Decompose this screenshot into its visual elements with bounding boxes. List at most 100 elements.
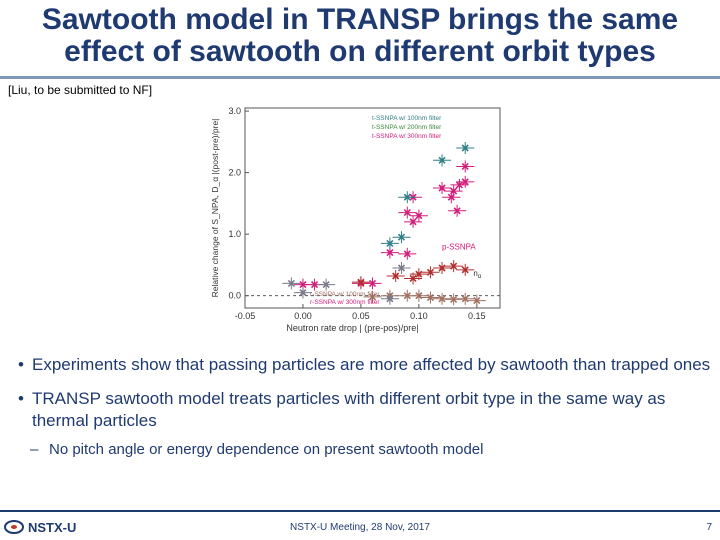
footer-divider <box>0 510 720 512</box>
point-marker <box>461 162 469 171</box>
data-point <box>398 206 417 219</box>
y-tick-label: 0.0 <box>228 291 241 301</box>
point-marker <box>409 218 417 226</box>
title-divider <box>0 76 720 79</box>
data-point <box>351 276 370 289</box>
y-axis-label: Relative change of S_NPA, D_α |(post-pre… <box>210 119 220 298</box>
chart-background <box>200 98 510 338</box>
legend-entry: t-SSNPA w/ 200nm filter <box>372 124 442 131</box>
data-point <box>398 289 417 302</box>
data-point <box>456 175 475 188</box>
logo-text: NSTX-U <box>28 519 77 535</box>
data-point <box>450 178 469 191</box>
point-marker <box>397 264 406 272</box>
data-point <box>380 237 399 250</box>
bullet-item: • TRANSP sawtooth model treats particles… <box>18 388 714 432</box>
chart-annotation: p-SSNPA <box>442 243 476 252</box>
point-marker <box>403 193 411 201</box>
point-marker <box>473 297 481 305</box>
point-marker <box>368 279 377 287</box>
x-tick-label: -0.05 <box>235 311 256 321</box>
point-marker <box>415 270 423 278</box>
data-point <box>448 204 467 217</box>
data-point <box>444 293 463 306</box>
point-marker <box>386 239 394 247</box>
bullet-text: TRANSP sawtooth model treats particles w… <box>32 389 666 430</box>
plot-frame <box>244 107 501 309</box>
y-tick-label: 1.0 <box>228 229 241 239</box>
point-marker <box>461 295 469 303</box>
point-marker <box>310 281 319 289</box>
point-marker <box>386 249 394 257</box>
slide-title: Sawtooth model in TRANSP brings the same… <box>41 3 679 68</box>
point-marker <box>299 281 307 289</box>
data-point <box>363 277 382 290</box>
chart-annotation: nα <box>473 269 481 280</box>
point-marker <box>397 233 406 241</box>
point-marker <box>426 293 435 302</box>
data-point <box>380 292 399 305</box>
point-marker <box>287 279 295 287</box>
data-point <box>433 262 452 274</box>
point-marker <box>415 212 423 220</box>
x-axis-label: Neutron rate drop | (pre-pos)/pre| <box>286 323 418 333</box>
y-tick-label: 2.0 <box>228 168 241 178</box>
point-marker <box>438 295 446 303</box>
point-marker <box>450 262 458 270</box>
legend-entry: r-SSNPA w/ 300nm filter <box>310 299 380 306</box>
sub-bullet-item: – No pitch angle or energy dependence on… <box>18 440 714 460</box>
x-tick-label: 0.15 <box>468 311 486 321</box>
data-point <box>386 270 405 282</box>
point-marker <box>322 281 330 289</box>
x-tick-label: 0.00 <box>294 311 312 321</box>
data-point <box>444 260 463 273</box>
point-marker <box>461 266 469 274</box>
point-marker <box>299 289 307 297</box>
page-number: 7 <box>706 522 712 533</box>
data-point <box>442 191 461 204</box>
point-marker <box>438 184 446 192</box>
point-marker <box>392 272 400 280</box>
data-point <box>456 263 475 276</box>
data-point <box>433 292 452 305</box>
bullet-item: • Experiments show that passing particle… <box>18 354 714 376</box>
point-marker <box>450 295 458 303</box>
data-point <box>456 160 475 173</box>
point-marker <box>455 181 463 189</box>
point-marker <box>368 293 377 301</box>
data-point <box>467 294 486 307</box>
annotation-subscript: α <box>478 274 482 280</box>
x-tick-label: 0.05 <box>352 311 370 321</box>
bullet-text: Experiments show that passing particles … <box>32 355 711 374</box>
data-point <box>409 289 428 302</box>
chart-svg: -0.05 0.00 0.05 0.10 0.15 0.0 1.0 2.0 3.0 Neutron… <box>200 98 510 338</box>
data-point <box>404 272 423 285</box>
data-point <box>433 154 452 167</box>
point-marker <box>386 295 394 303</box>
citation: [Liu, to be submitted to NF] <box>8 83 153 97</box>
bullet-list: • Experiments show that passing particle… <box>18 354 714 460</box>
data-point <box>398 247 417 260</box>
bullet-dot: • <box>18 389 24 408</box>
legend-entry: r-SSNPA w/ 100nm filter <box>310 291 380 298</box>
data-point <box>317 278 336 291</box>
data-point <box>456 292 475 305</box>
point-marker <box>426 268 435 276</box>
data-point <box>363 290 382 303</box>
data-point <box>398 191 417 204</box>
data-point <box>392 231 411 244</box>
point-marker <box>438 156 446 164</box>
point-marker <box>453 207 461 215</box>
data-point <box>421 291 440 304</box>
torus-icon <box>4 520 24 534</box>
point-marker <box>403 209 411 217</box>
data-point <box>404 215 423 228</box>
data-point <box>392 262 411 274</box>
y-tick-label: 3.0 <box>228 106 241 116</box>
point-marker <box>403 250 411 258</box>
nstx-logo: NSTX-U <box>4 517 76 537</box>
data-point <box>421 266 440 279</box>
data-point <box>409 209 428 222</box>
footer-meeting: NSTX-U Meeting, 28 Nov, 2017 <box>290 522 430 533</box>
bullet-dot: • <box>18 355 24 374</box>
